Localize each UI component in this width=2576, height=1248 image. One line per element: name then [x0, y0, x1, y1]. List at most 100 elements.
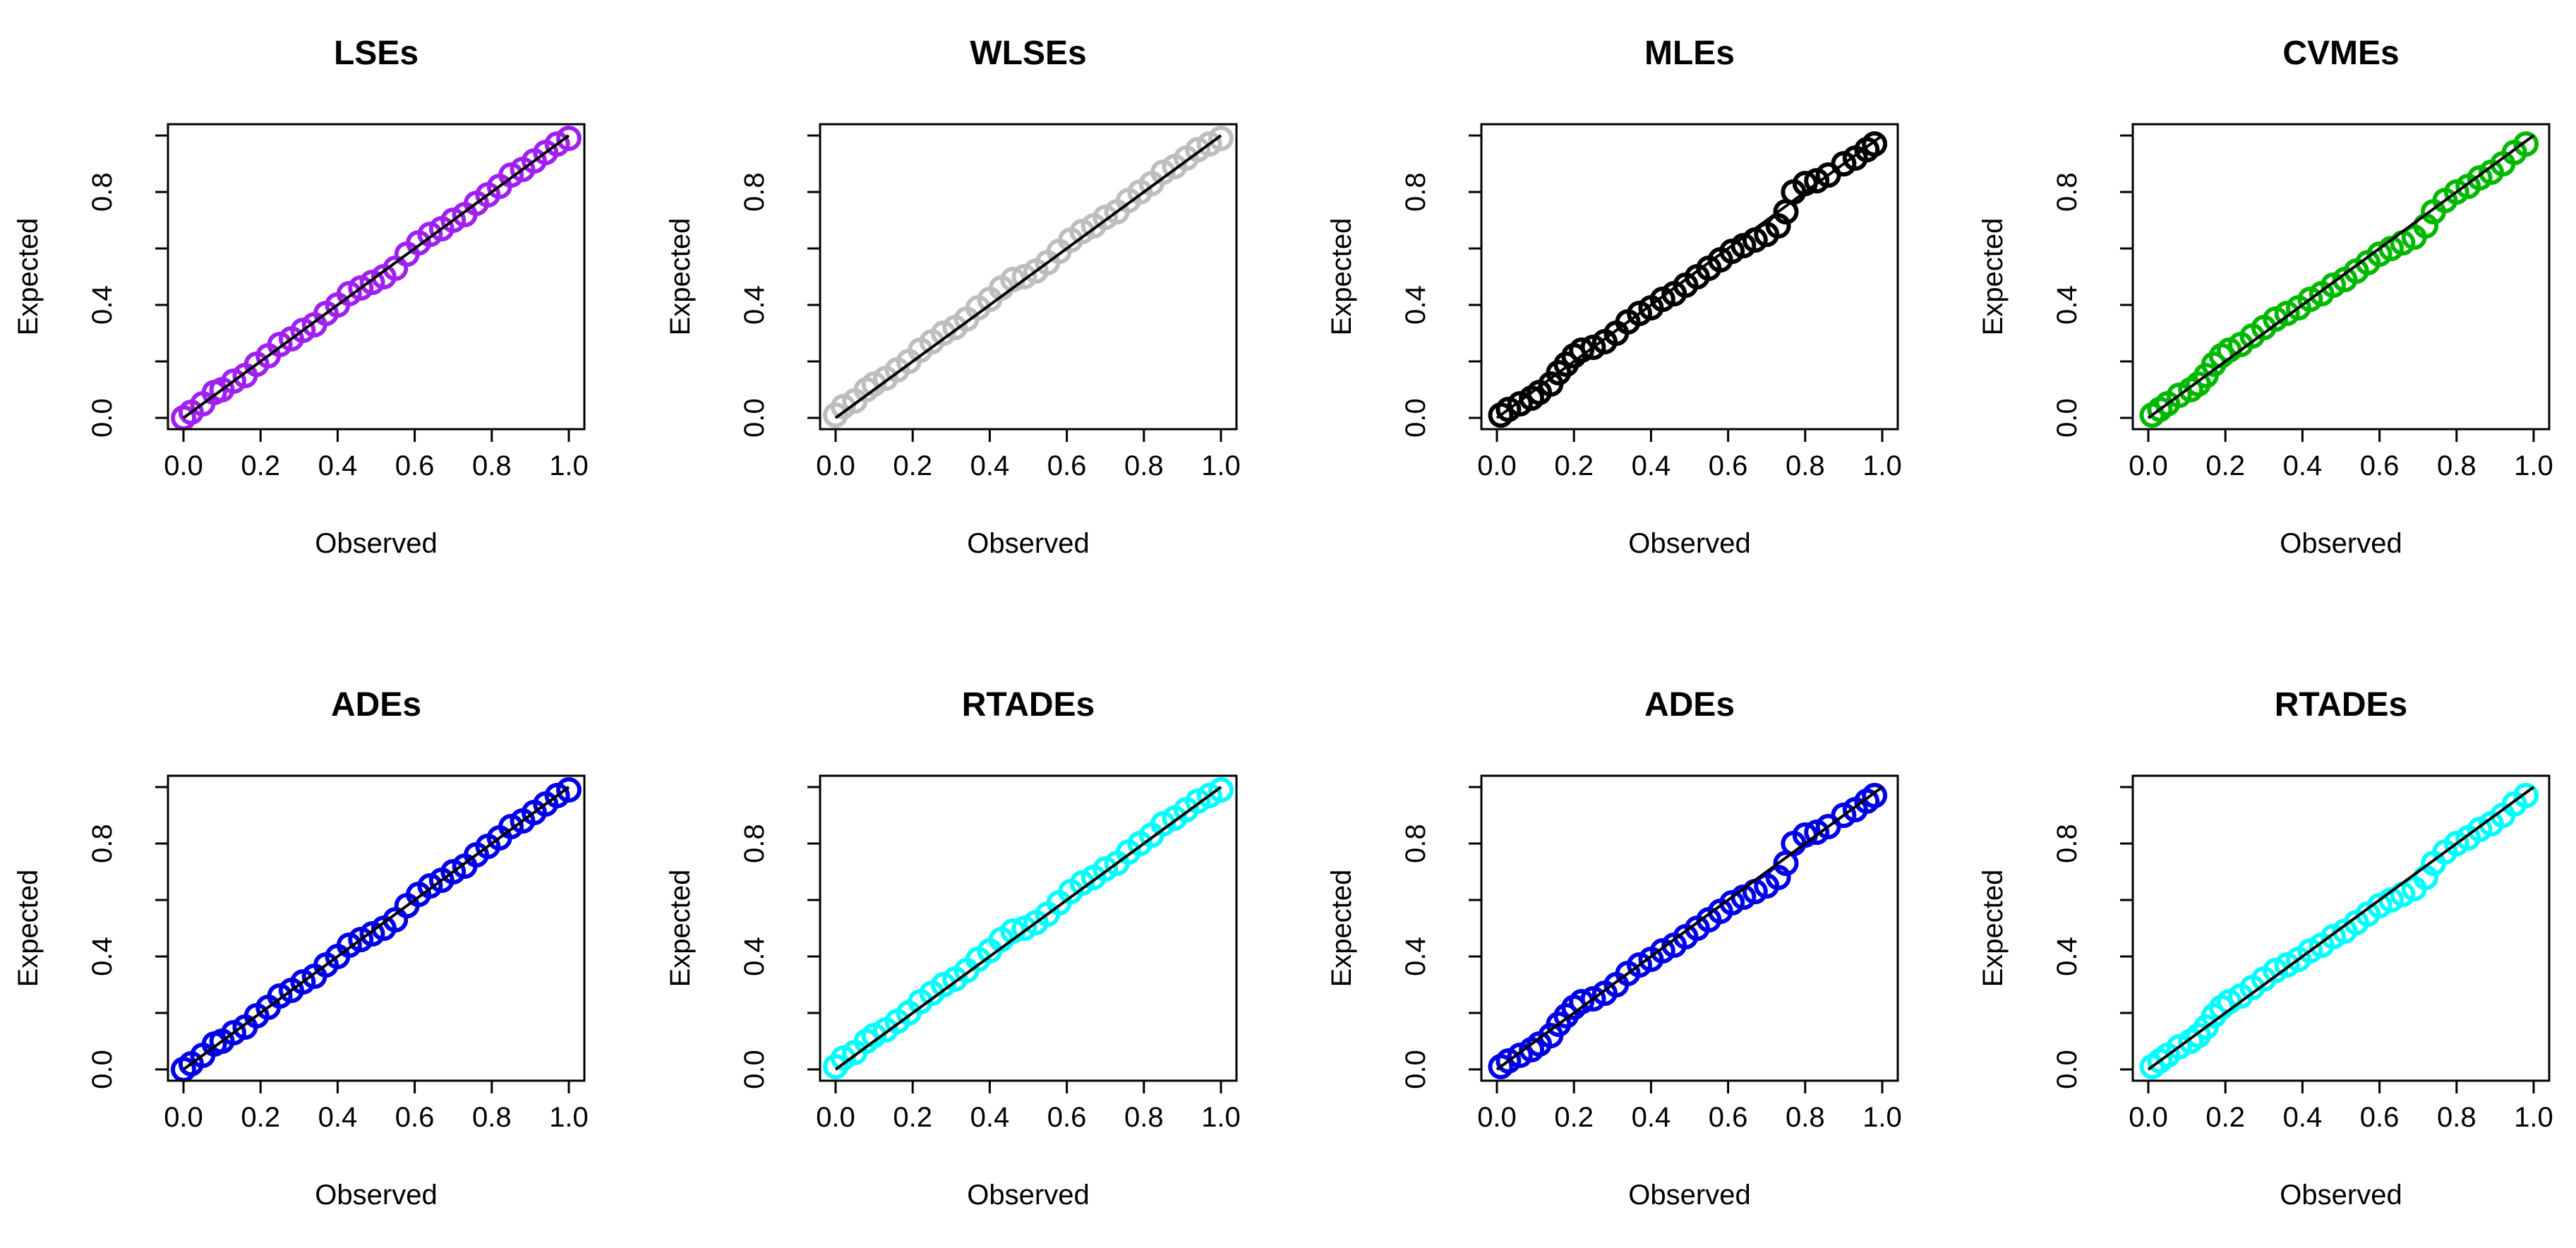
chart-title: CVMEs	[2282, 35, 2399, 72]
y-tick-label: 0.0	[739, 1050, 770, 1089]
x-tick-label: 0.8	[472, 450, 512, 481]
chart-title: ADEs	[1644, 686, 1735, 724]
x-tick-label: 0.6	[1709, 450, 1748, 481]
chart-panel-8: RTADEs 0.0 0.2 0.4 0.6 0.8 1.0 0.0 0.4 0.8 Observe…	[1978, 686, 2553, 1211]
data-point	[1862, 783, 1888, 808]
y-tick-label: 0.0	[87, 1050, 118, 1089]
x-axis-label: Observed	[315, 1180, 437, 1211]
x-tick-label: 0.8	[2437, 1102, 2476, 1133]
x-tick-label: 1.0	[549, 450, 589, 481]
x-tick-label: 0.2	[241, 450, 280, 481]
chart-title: WLSEs	[970, 35, 1086, 72]
data-point	[1569, 989, 1595, 1014]
x-tick-label: 0.4	[318, 1102, 358, 1133]
x-axis-label: Observed	[2280, 528, 2402, 559]
x-tick-label: 0.2	[893, 1102, 932, 1133]
x-axis-label: Observed	[1628, 1180, 1750, 1211]
chart-title: LSEs	[334, 35, 419, 72]
chart-title: RTADEs	[962, 686, 1095, 724]
y-tick-label: 0.4	[739, 937, 770, 976]
chart-panel-1: LSEs 0.0 0.2 0.4 0.6 0.8 1.0 0.0 0.4 0.8 Observed E…	[13, 35, 589, 559]
chart-panel-5: ADEs 0.0 0.2 0.4 0.6 0.8 1.0 0.0 0.4 0.8 Observed E…	[13, 686, 589, 1211]
y-tick-label: 0.8	[87, 172, 118, 212]
y-axis-label: Expected	[13, 870, 44, 988]
data-point	[1208, 777, 1234, 803]
x-tick-label: 0.8	[1786, 1102, 1825, 1133]
data-point	[556, 126, 582, 151]
x-tick-label: 1.0	[2514, 1102, 2553, 1133]
x-tick-label: 0.6	[395, 1102, 435, 1133]
x-tick-label: 0.8	[1124, 1102, 1164, 1133]
plot-frame	[1480, 123, 1899, 431]
data-point	[1208, 126, 1234, 151]
y-tick-label: 0.8	[1400, 172, 1431, 212]
y-axis-label: Expected	[1326, 218, 1357, 336]
y-tick-label: 0.0	[1400, 398, 1431, 438]
x-tick-label: 0.0	[816, 450, 855, 481]
data-point	[1765, 213, 1791, 239]
x-tick-label: 0.4	[2283, 450, 2323, 481]
y-tick-label: 0.8	[2052, 824, 2083, 863]
x-tick-label: 0.2	[241, 1102, 280, 1133]
y-axis-label: Expected	[665, 870, 696, 988]
y-tick-label: 0.4	[87, 937, 118, 976]
y-tick-label: 0.0	[2052, 398, 2083, 438]
y-tick-label: 0.8	[1400, 824, 1431, 863]
x-tick-label: 0.4	[970, 1102, 1010, 1133]
x-tick-label: 1.0	[2514, 450, 2553, 481]
y-tick-label: 0.0	[739, 398, 770, 438]
data-point	[556, 777, 582, 803]
x-tick-label: 0.6	[1709, 1102, 1748, 1133]
x-tick-label: 0.6	[2360, 1102, 2400, 1133]
x-tick-label: 0.8	[1124, 450, 1164, 481]
x-tick-label: 0.4	[1632, 450, 1671, 481]
x-tick-label: 0.0	[1477, 450, 1517, 481]
x-tick-label: 0.4	[970, 450, 1010, 481]
chart-title: MLEs	[1644, 35, 1735, 72]
chart-panel-6: RTADEs 0.0 0.2 0.4 0.6 0.8 1.0 0.0 0.4 0.8 Observe…	[665, 686, 1241, 1211]
x-axis-label: Observed	[967, 528, 1089, 559]
data-point	[2513, 131, 2539, 157]
x-tick-label: 0.0	[2129, 450, 2168, 481]
plot-frame	[819, 774, 1238, 1082]
data-point	[2513, 783, 2539, 808]
chart-panel-7: ADEs 0.0 0.2 0.4 0.6 0.8 1.0 0.0 0.4 0.8 Observed E…	[1326, 686, 1902, 1211]
reference-line	[1495, 134, 1884, 419]
x-tick-label: 1.0	[1862, 1102, 1902, 1133]
x-tick-label: 0.0	[164, 450, 203, 481]
reference-line	[834, 134, 1222, 419]
x-tick-label: 0.4	[2283, 1102, 2323, 1133]
reference-line	[1495, 786, 1884, 1071]
x-tick-label: 0.0	[164, 1102, 203, 1133]
y-tick-label: 0.8	[87, 824, 118, 863]
x-tick-label: 1.0	[1862, 450, 1902, 481]
x-tick-label: 0.2	[2205, 450, 2245, 481]
reference-line	[182, 786, 570, 1071]
x-tick-label: 1.0	[1201, 450, 1241, 481]
x-tick-label: 0.6	[2360, 450, 2400, 481]
chart-panel-3: MLEs 0.0 0.2 0.4 0.6 0.8 1.0 0.0 0.4 0.8 Observed E…	[1326, 35, 1902, 559]
y-axis-label: Expected	[1978, 870, 2009, 988]
y-axis-label: Expected	[1978, 218, 2009, 336]
chart-title: RTADEs	[2275, 686, 2407, 724]
plot-frame	[167, 123, 586, 431]
x-tick-label: 1.0	[1201, 1102, 1241, 1133]
x-tick-label: 0.8	[1786, 450, 1825, 481]
x-tick-label: 0.2	[893, 450, 932, 481]
chart-panel-2: WLSEs 0.0 0.2 0.4 0.6 0.8 1.0 0.0 0.4 0.8 Observed…	[665, 35, 1241, 559]
y-tick-label: 0.8	[739, 172, 770, 212]
x-tick-label: 0.0	[1477, 1102, 1517, 1133]
x-tick-label: 0.4	[318, 450, 358, 481]
x-tick-label: 0.0	[2129, 1102, 2168, 1133]
x-tick-label: 0.4	[1632, 1102, 1671, 1133]
x-tick-label: 0.8	[2437, 450, 2476, 481]
reference-line	[2147, 786, 2535, 1071]
y-tick-label: 0.4	[87, 285, 118, 325]
y-tick-label: 0.0	[2052, 1050, 2083, 1089]
reference-line	[2147, 134, 2535, 419]
y-tick-label: 0.8	[739, 824, 770, 863]
data-point	[1765, 865, 1791, 890]
y-tick-label: 0.4	[1400, 285, 1431, 325]
x-axis-label: Observed	[2280, 1180, 2402, 1211]
